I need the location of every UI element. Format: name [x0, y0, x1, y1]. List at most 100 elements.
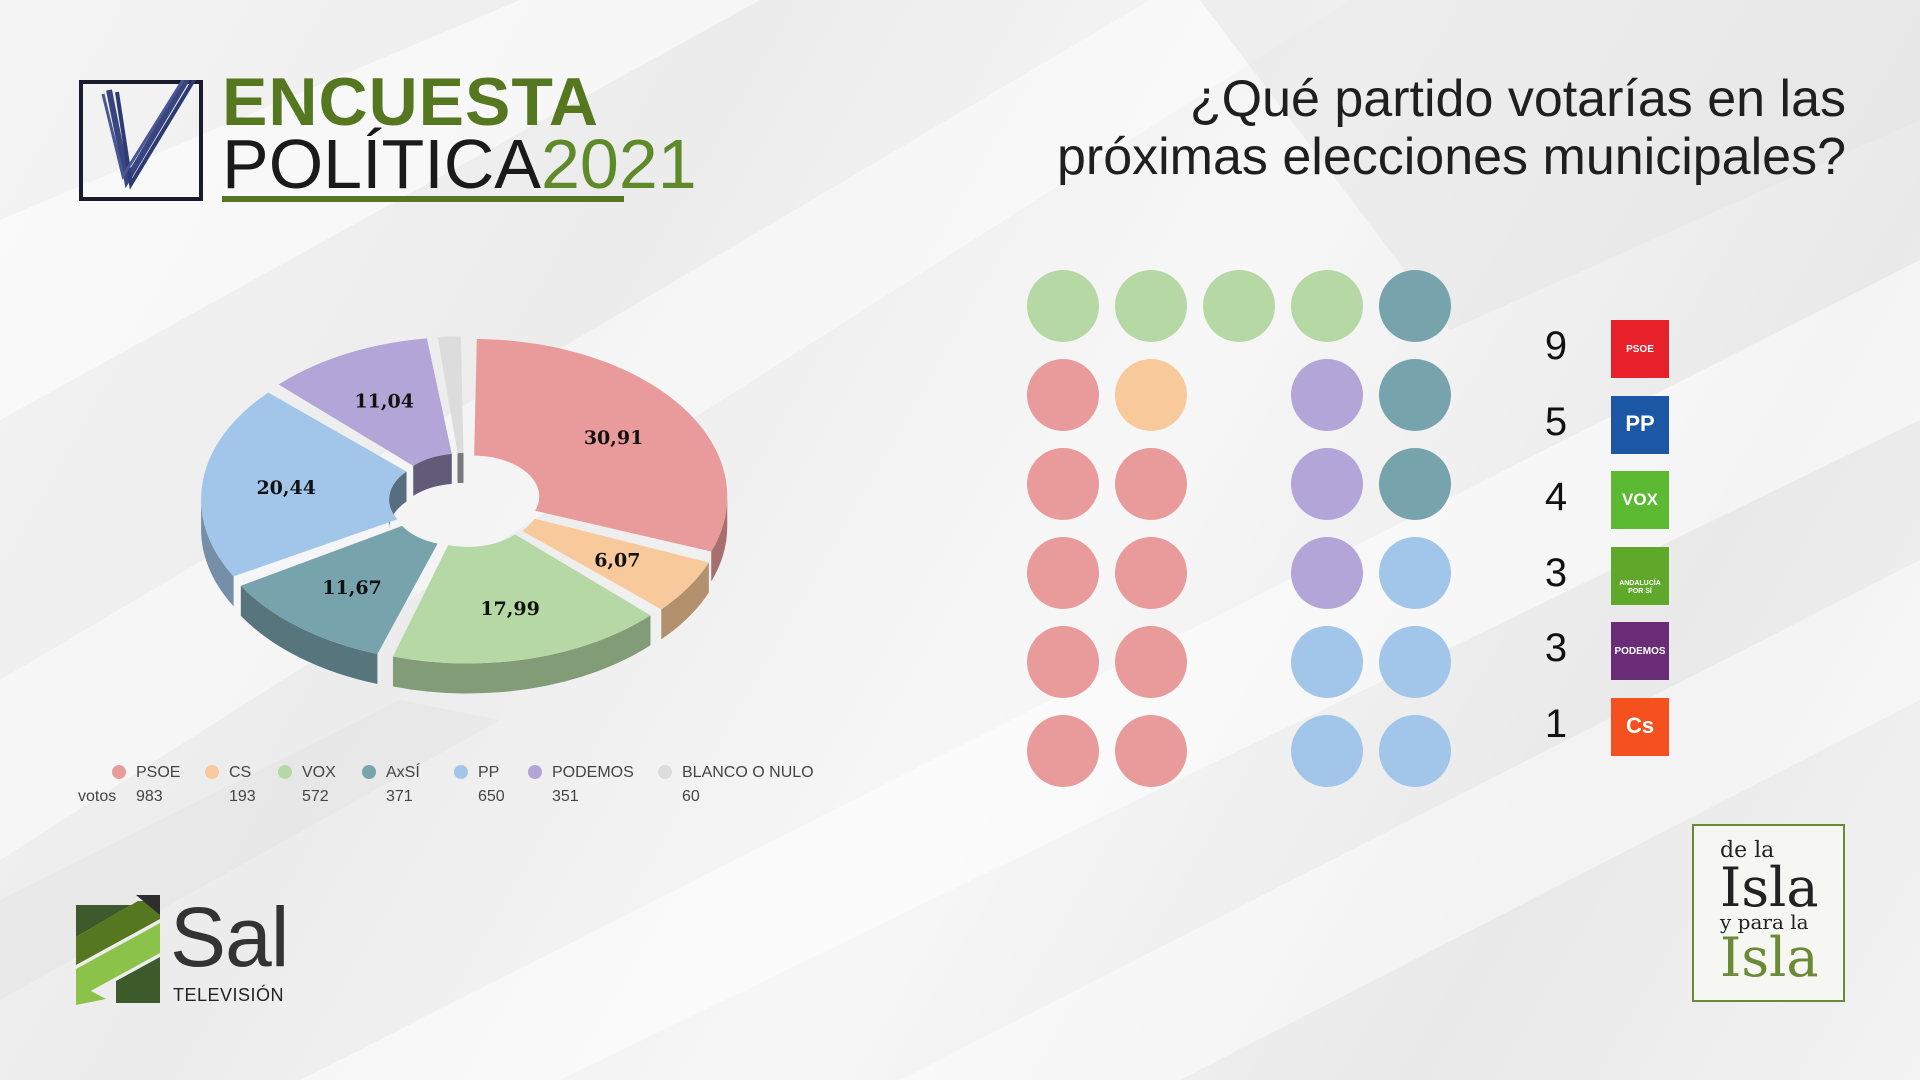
legend-swatch: [528, 765, 542, 779]
party-logo-text: Cs: [1625, 713, 1655, 739]
legend-votes-cs: 193: [229, 788, 256, 805]
party-logo-psoe-icon: PSOE: [1611, 320, 1669, 378]
legend-votes-axsí: 371: [386, 788, 413, 805]
isla-line-4: Isla: [1720, 926, 1819, 989]
donut-slice-axsí: [240, 525, 438, 655]
seat-dot-vox: [1203, 270, 1275, 342]
question-line-2: próximas elecciones municipales?: [1056, 128, 1846, 186]
legend-votes-podemos: 351: [552, 788, 579, 805]
legend-swatch: [454, 765, 468, 779]
subtitle-word: POLÍTICA: [222, 125, 541, 203]
legend-swatch: [278, 765, 292, 779]
seat-dot-psoe: [1115, 715, 1187, 787]
data-label-podemos: 11,04: [354, 390, 414, 412]
seat-dot-pp: [1379, 537, 1451, 609]
legend-item-pp: PP: [454, 764, 499, 782]
party-logo-text: PODEMOS: [1614, 645, 1666, 657]
seat-dot-podemos: [1291, 448, 1363, 520]
subtitle-year: 2021: [540, 125, 697, 203]
donut-side-vox: [392, 615, 651, 694]
seat-dot-axsi: [1379, 359, 1451, 431]
data-label-psoe: 30,91: [584, 427, 644, 449]
donut-slice-podemos: [278, 338, 452, 466]
legend-votes-psoe: 983: [136, 788, 163, 805]
donut-slice-cs: [522, 518, 709, 610]
survey-title: ENCUESTA: [222, 64, 599, 140]
title-underline: [222, 196, 624, 202]
legend-swatch: [205, 765, 219, 779]
seat-dot-podemos: [1291, 359, 1363, 431]
legend-swatch: [658, 765, 672, 779]
donut-side-axsí: [240, 585, 378, 685]
data-label-vox: 17,99: [480, 598, 540, 620]
seat-dot-axsi: [1379, 448, 1451, 520]
sal-tv-logo-icon: [76, 895, 160, 1005]
donut-slice-psoe: [474, 339, 728, 552]
legend-item-podemos: PODEMOS: [528, 764, 634, 782]
isla-line-1: de la: [1720, 838, 1775, 863]
seat-dot-psoe: [1027, 626, 1099, 698]
seat-dot-podemos: [1291, 537, 1363, 609]
survey-subtitle: POLÍTICA2021: [222, 128, 697, 200]
party-logo-vox-icon: VOX: [1611, 471, 1669, 529]
chart-legend: votos PSOE 983 CS 193 VOX 572 AxSÍ 371 PP 650 PODE…: [60, 764, 820, 824]
donut-side-cs: [661, 562, 709, 640]
donut-inner-wall-pp: [389, 471, 407, 530]
seat-dot-vox: [1115, 270, 1187, 342]
party-logo-text: PSOE: [1626, 343, 1654, 355]
seat-dot-psoe: [1027, 537, 1099, 609]
legend-item-blanco-o-nulo: BLANCO O NULO: [658, 764, 814, 782]
seat-dot-cs: [1115, 359, 1187, 431]
question-line-1: ¿Qué partido votarías en las: [1189, 70, 1846, 128]
legend-label: PSOE: [136, 764, 181, 781]
seats-count-vox: 4: [1544, 475, 1568, 519]
isla-line-2: Isla: [1720, 856, 1819, 919]
seats-count-psoe: 9: [1544, 324, 1568, 368]
votes-label: votos: [78, 788, 117, 805]
legend-label: BLANCO O NULO: [682, 764, 814, 781]
legend-item-axsí: AxSÍ: [362, 764, 420, 782]
isla-logo: de la Isla y para la Isla: [1692, 824, 1845, 1002]
seat-dot-psoe: [1115, 448, 1187, 520]
donut-inner-wall-podemos: [413, 453, 452, 496]
donut-inner-wall-blanco-o-nulo: [457, 452, 464, 484]
seat-dot-vox: [1027, 270, 1099, 342]
legend-votes-blanco-o-nulo: 60: [682, 788, 700, 805]
legend-item-cs: CS: [205, 764, 251, 782]
party-logo-text: VOX: [1622, 489, 1658, 509]
seats-count-axsí: 3: [1544, 550, 1568, 595]
checkbox-check-icon: [79, 80, 203, 201]
seat-dot-pp: [1291, 715, 1363, 787]
seat-dot-vox: [1291, 270, 1363, 342]
data-label-axsí: 11,67: [322, 577, 382, 599]
donut-slice-blanco-o-nulo: [437, 336, 464, 454]
seat-dot-psoe: [1115, 626, 1187, 698]
isla-line-3: y para la: [1720, 910, 1809, 934]
survey-question: ¿Qué partido votarías en las próximas el…: [946, 70, 1846, 186]
party-logo-text: PP: [1625, 411, 1655, 437]
legend-label: PP: [478, 764, 500, 781]
seat-dot-psoe: [1027, 715, 1099, 787]
donut-chart: 30,91 6,07 17,99 11,67 20,44 11,04: [201, 336, 728, 694]
donut-slice-pp: [201, 392, 407, 577]
seat-dot-axsi: [1379, 270, 1451, 342]
donut-slice-vox: [392, 534, 651, 664]
donut-side-pp: [201, 499, 234, 607]
legend-label: PODEMOS: [552, 764, 634, 781]
legend-item-vox: VOX: [278, 764, 336, 782]
legend-label: AxSÍ: [386, 764, 420, 781]
legend-label: CS: [229, 764, 252, 781]
seat-dot-psoe: [1027, 448, 1099, 520]
data-label-pp: 20,44: [256, 477, 316, 499]
legend-votes-pp: 650: [478, 788, 505, 805]
legend-swatch: [362, 765, 376, 779]
legend-votes-vox: 572: [302, 788, 329, 805]
data-label-cs: 6,07: [594, 549, 640, 571]
donut-side-psoe: [711, 496, 728, 582]
seats-count-pp: 5: [1544, 399, 1568, 444]
legend-label: VOX: [302, 764, 336, 781]
seats-count-cs: 1: [1544, 701, 1568, 746]
sal-brand: Sal: [170, 890, 289, 984]
legend-swatch: [112, 765, 126, 779]
seat-dot-pp: [1379, 715, 1451, 787]
